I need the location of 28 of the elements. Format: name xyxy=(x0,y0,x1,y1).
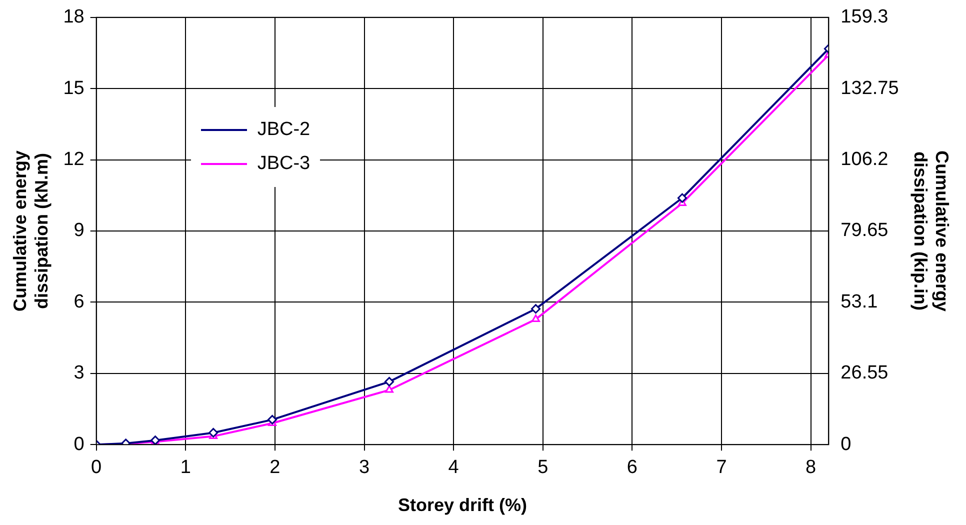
x-tick-label: 5 xyxy=(538,457,548,478)
y-tick-label: 6 xyxy=(74,291,84,312)
y-tick-label: 9 xyxy=(74,220,84,242)
y-tick-label: 15 xyxy=(63,78,84,99)
x-tick-label: 2 xyxy=(270,457,280,478)
y-tick-label: 3 xyxy=(74,362,84,384)
y-tick-label: 18 xyxy=(63,6,84,28)
y2-tick-label: 53.1 xyxy=(840,291,878,312)
x-tick-label: 1 xyxy=(180,457,191,478)
y2-tick-label: 79.65 xyxy=(840,220,888,242)
legend-label: JBC-2 xyxy=(257,119,310,142)
x-tick-label: 7 xyxy=(716,457,727,478)
x-tick-label: 3 xyxy=(358,457,370,478)
y2-axis-title: Cumulative energy dissipation (kip.in) xyxy=(910,150,952,312)
x-tick-label: 0 xyxy=(91,457,102,478)
y-axis-title: Cumulative energy dissipation (kN.m) xyxy=(10,150,52,312)
x-tick-label: 6 xyxy=(626,457,638,478)
y-tick-label: 0 xyxy=(74,434,84,455)
y2-tick-label: 159.3 xyxy=(840,6,888,28)
y-tick-label: 12 xyxy=(63,149,84,170)
y2-tick-label: 26.55 xyxy=(840,362,888,384)
y2-tick-label: 0 xyxy=(840,434,852,455)
y2-tick-label: 106.2 xyxy=(840,149,888,170)
y2-tick-label: 132.75 xyxy=(840,78,899,99)
x-tick-label: 8 xyxy=(806,457,816,478)
x-tick-label: 4 xyxy=(448,457,460,478)
legend-label: JBC-3 xyxy=(257,153,310,176)
x-axis-title: Storey drift (%) xyxy=(398,495,528,516)
